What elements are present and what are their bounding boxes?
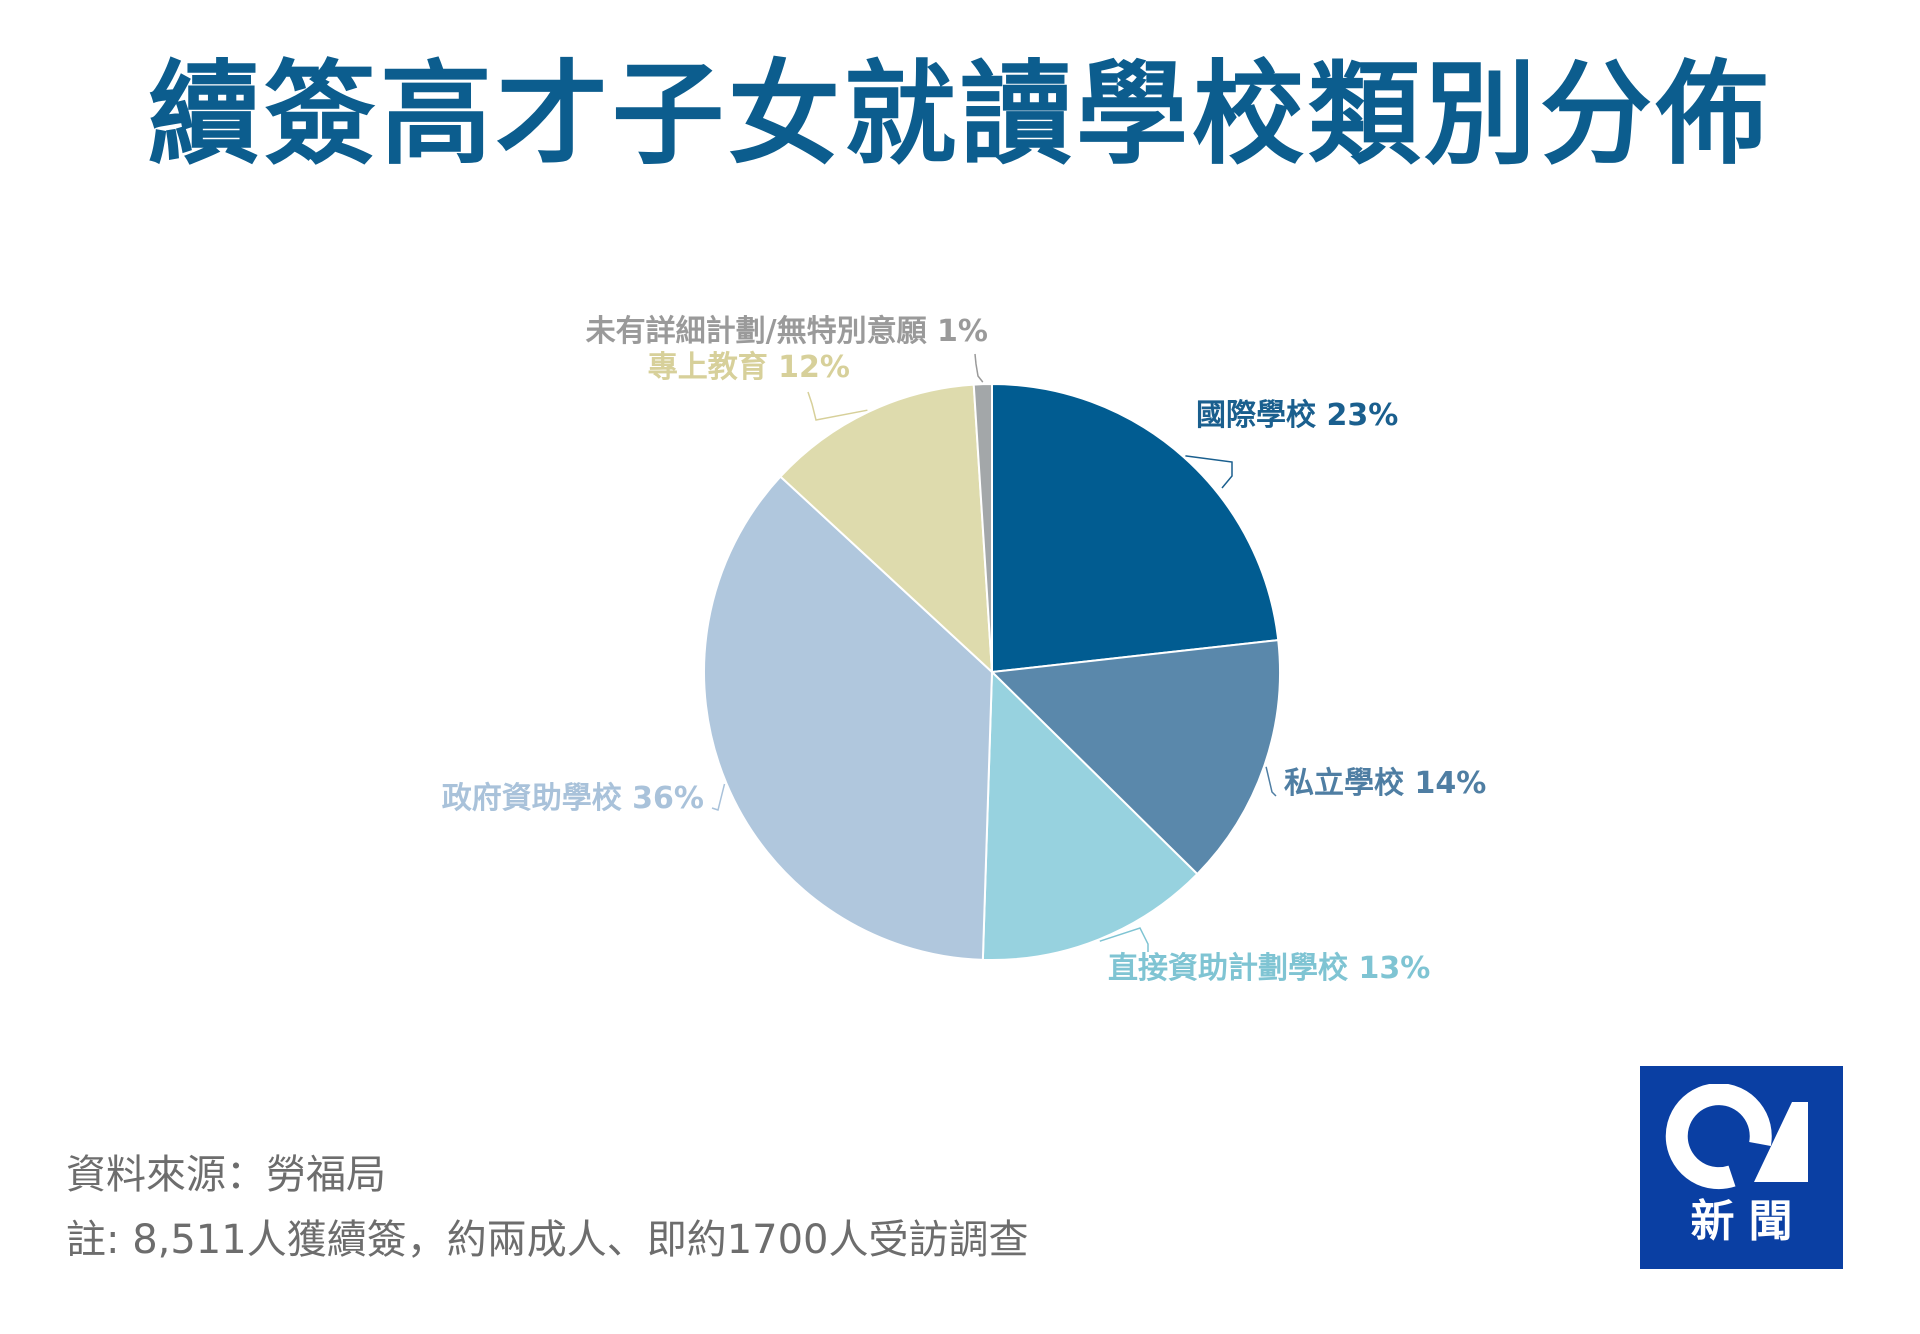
slice-labels: 國際學校 23% 私立學校 14% 直接資助計劃學校 13% 政府資助學校 36% 專上… xyxy=(442,314,1487,986)
source-note: 資料來源：勞福局 xyxy=(66,1152,386,1198)
pie-slice xyxy=(703,475,994,961)
slice-label: 國際學校 23% xyxy=(1196,398,1398,433)
hk01-logo: 新聞 xyxy=(1640,1066,1843,1269)
footnote: 註: 8,511人獲續簽，約兩成人、即約1700人受訪調查 xyxy=(66,1217,1029,1263)
leader-line xyxy=(1099,927,1149,952)
logo-text: 新聞 xyxy=(1690,1196,1807,1247)
leader-line xyxy=(711,783,726,811)
logo-mark-icon xyxy=(1665,1084,1808,1190)
leader-lines xyxy=(711,353,1277,952)
slice-label: 私立學校 14% xyxy=(1284,766,1486,801)
pie-slice xyxy=(991,382,1280,674)
slice-label: 專上教育 12% xyxy=(648,350,850,385)
pie-slice xyxy=(981,669,1199,961)
pie-slice xyxy=(989,638,1281,876)
pie-slices xyxy=(703,382,1281,961)
slice-label: 政府資助學校 36% xyxy=(442,781,704,816)
pie-slice xyxy=(779,383,994,675)
pie-slice xyxy=(972,382,993,673)
leader-line xyxy=(1185,455,1233,489)
leader-line xyxy=(807,391,868,421)
leader-line xyxy=(1265,766,1277,797)
chart-title: 續簽高才子女就讀學校類別分佈 xyxy=(148,50,1772,180)
slice-label: 未有詳細計劃/無特別意願 1% xyxy=(586,314,988,349)
leader-line xyxy=(974,353,984,383)
slice-label: 直接資助計劃學校 13% xyxy=(1108,951,1430,986)
